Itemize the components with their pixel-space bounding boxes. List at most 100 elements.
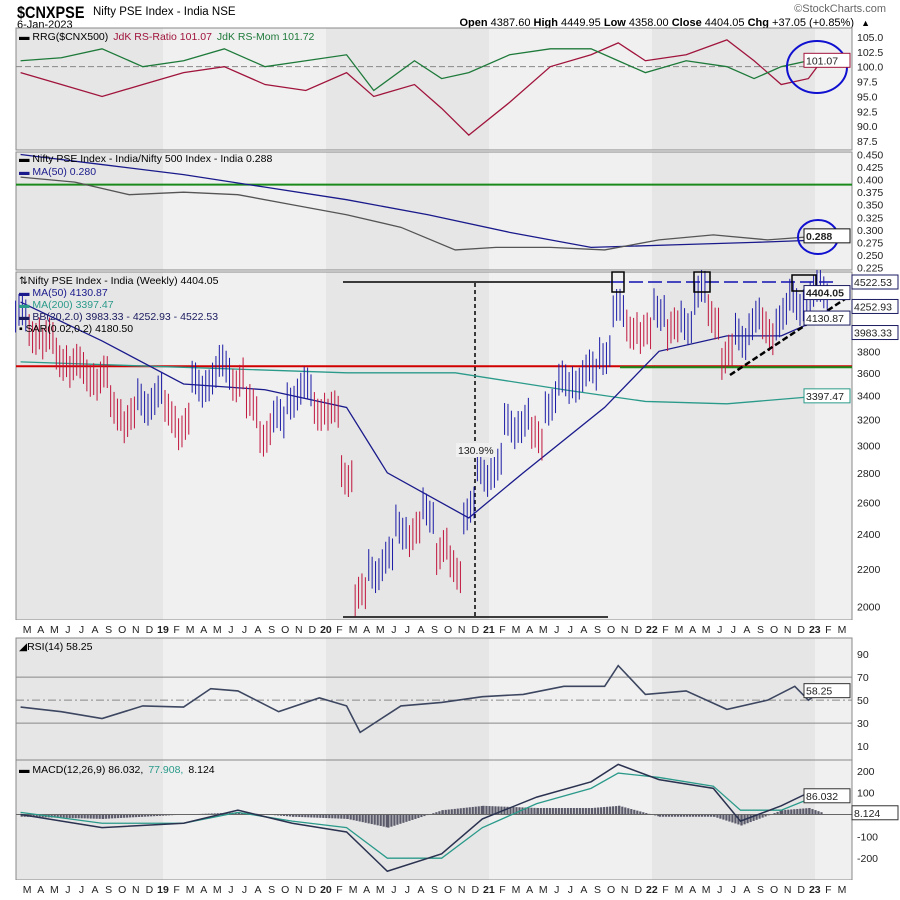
macd-histogram-bar (491, 806, 494, 815)
price-value-label-box (851, 325, 899, 341)
x-axis-month-label: M (213, 884, 222, 896)
panel-band (652, 152, 815, 270)
macd-histogram-bar (615, 806, 618, 815)
macd-histogram-bar (624, 807, 627, 815)
macd-histogram-bar (382, 814, 385, 827)
macd-value-label-box (803, 788, 851, 804)
price-value-label-box (803, 388, 851, 404)
panel-band (163, 760, 326, 880)
macd-histogram-bar (758, 814, 761, 819)
macd-histogram-bar (485, 805, 488, 815)
macd-histogram-bar (417, 814, 420, 818)
panel-band (16, 272, 163, 620)
price-y-tick: 3200 (857, 415, 881, 427)
x-axis-month-label: F (662, 624, 668, 636)
macd-histogram-bar (459, 808, 462, 815)
macd-histogram-bar (237, 812, 241, 815)
macd-histogram-bar (62, 814, 65, 818)
price-value-label: 4252.93 (854, 301, 892, 313)
macd-histogram-bar (295, 814, 298, 817)
macd-histogram-bar (713, 814, 716, 817)
x-axis-month-label: M (50, 624, 59, 636)
rrg-legend-mom: JdK RS-Mom 101.72 (217, 31, 315, 43)
macd-histogram-bar (123, 814, 126, 818)
ratio-legend: ▬ Nifty PSE Index - India/Nifty 500 Inde… (19, 153, 272, 165)
x-axis-month-label: M (838, 624, 847, 636)
rsi-line (20, 664, 823, 734)
x-axis-month-label: N (295, 884, 303, 896)
x-axis-month-label: J (731, 884, 736, 896)
macd-histogram-bar (373, 814, 376, 825)
macd-histogram-bar (671, 814, 674, 817)
macd-histogram-bar (551, 808, 554, 815)
price-legend-item: ⇅Nifty PSE Index - India (Weekly) 4404.0… (19, 275, 219, 287)
macd-hist-legend: 8.124 (188, 764, 214, 776)
macd-histogram-bar (618, 805, 621, 815)
macd-histogram-bar (722, 814, 725, 820)
macd-histogram-bar (77, 814, 80, 819)
rrg-legend-title: ▬ RRG($CNX500) (19, 31, 108, 43)
x-axis-bg (0, 620, 900, 637)
x-axis-month-label: M (349, 624, 358, 636)
price-y-tick: 3400 (857, 391, 881, 403)
macd-histogram-bar (787, 809, 790, 815)
macd-histogram-bar (609, 806, 612, 815)
highlight-box (611, 271, 625, 293)
panel-band (326, 28, 489, 150)
panel-band (489, 272, 652, 620)
open-value: 4387.60 (490, 17, 531, 29)
macd-histogram-bar (89, 814, 92, 819)
macd-histogram-bar (817, 811, 820, 815)
x-axis-month-label: J (554, 884, 559, 896)
macd-histogram-bar (385, 814, 388, 828)
macd-histogram-bar (358, 814, 361, 822)
macd-histogram-bar (141, 814, 144, 817)
x-axis-month-label: M (213, 624, 222, 636)
x-axis-month-label: A (363, 884, 370, 896)
macd-histogram-bar (92, 814, 95, 819)
x-axis-month-label: O (118, 884, 126, 896)
macd-histogram-bar (361, 814, 364, 823)
x-axis-month-label: J (731, 624, 736, 636)
x-axis-month-label: A (689, 624, 696, 636)
macd-histogram-bar (704, 814, 707, 817)
macd-histogram-bar (665, 814, 668, 817)
x-axis-month-label: F (173, 624, 179, 636)
macd-histogram-bar (630, 809, 633, 815)
macd-histogram-bar (59, 814, 62, 818)
macd-histogram-bar (474, 806, 477, 815)
macd-histogram-bar (597, 807, 600, 815)
x-axis-year-label: 23 (809, 624, 821, 636)
x-axis-month-label: M (186, 884, 195, 896)
macd-histogram-bar (569, 808, 572, 815)
x-axis-month-label: J (79, 624, 84, 636)
x-axis-month-label: M (23, 624, 32, 636)
macd-histogram-bar (108, 814, 111, 819)
x-axis-month-label: A (417, 624, 424, 636)
x-axis-month-label: A (200, 884, 207, 896)
macd-histogram-bar (677, 814, 680, 817)
macd-y-tick: 100 (857, 788, 875, 800)
x-axis-month-label: M (539, 624, 548, 636)
panel-band (489, 28, 652, 150)
chg-label: Chg (747, 17, 769, 29)
x-axis-month-label: A (37, 884, 44, 896)
low-label: Low (603, 17, 626, 29)
macd-histogram-bar (387, 814, 390, 828)
x-axis-month-label: J (554, 624, 559, 636)
ratio-ma-legend: ▬ MA(50) 0.280 (19, 166, 96, 178)
symbol: $CNXPSE (17, 3, 85, 22)
macd-histogram-bar (796, 808, 799, 815)
macd-histogram-bar (447, 809, 450, 815)
x-axis-month-label: A (363, 624, 370, 636)
macd-histogram-bar (554, 808, 557, 815)
ratio-y-tick: 0.250 (857, 250, 883, 262)
x-axis-month-label: N (132, 624, 140, 636)
x-axis-year-label: 22 (646, 884, 658, 896)
macd-histogram-bar (659, 814, 662, 817)
macd-line (20, 763, 823, 873)
macd-histogram-bar (71, 814, 74, 819)
x-axis-month-label: S (268, 624, 275, 636)
panel-band (652, 638, 815, 760)
